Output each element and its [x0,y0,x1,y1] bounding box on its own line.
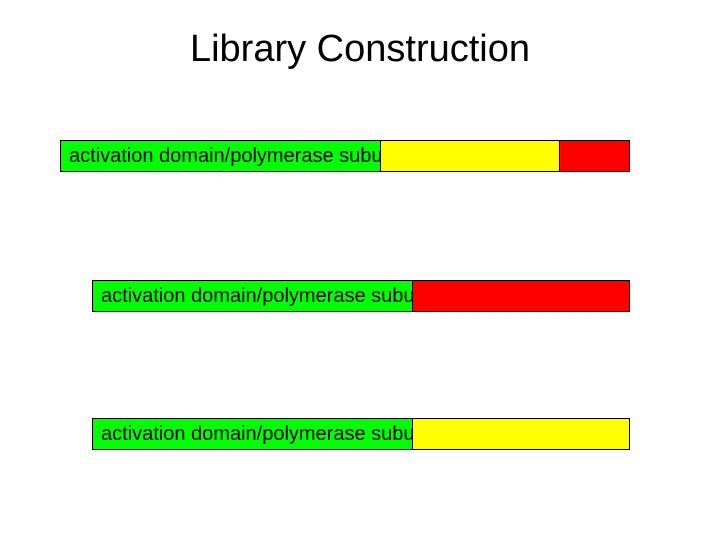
segment-label: activation domain/polymerase subunit [101,285,412,308]
bar-segment [380,141,559,171]
bar-segment: activation domain/polymerase subunit [61,141,380,171]
construct-bar: activation domain/polymerase subunit [92,418,630,450]
bar-segment: activation domain/polymerase subunit [93,419,412,449]
bar-segment [412,281,629,311]
construct-bar: activation domain/polymerase subunit [60,140,630,172]
bar-segment [412,419,629,449]
page-title: Library Construction [0,28,720,71]
segment-label: activation domain/polymerase subunit [101,423,412,446]
segment-label: activation domain/polymerase subunit [69,145,380,168]
bar-segment: activation domain/polymerase subunit [93,281,412,311]
construct-bar: activation domain/polymerase subunit [92,280,630,312]
bar-segment [559,141,629,171]
